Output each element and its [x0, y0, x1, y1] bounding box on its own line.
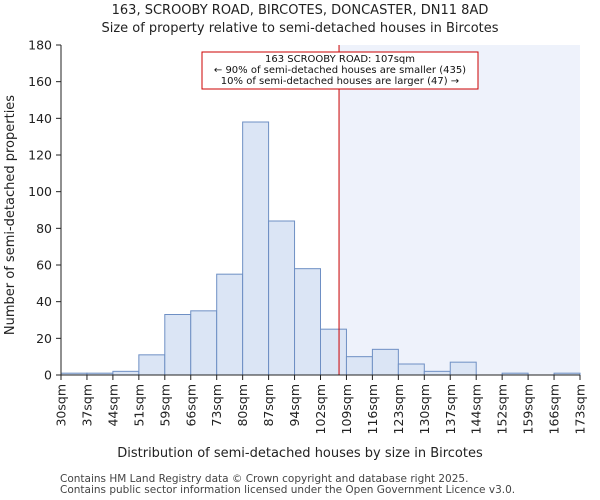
y-axis-label: Number of semi-detached properties	[3, 95, 18, 335]
y-ticks: 0 20 40 60 80 100 120 140 160 180	[28, 38, 61, 383]
x-axis-label: Distribution of semi-detached houses by …	[117, 446, 483, 461]
bar-123sqm	[397, 363, 425, 376]
x-tick-label: 66sqm	[183, 384, 198, 427]
x-tick-label: 102sqm	[313, 384, 328, 434]
bar-59sqm	[164, 314, 192, 376]
bar-109sqm	[345, 356, 373, 376]
x-tick-label: 51sqm	[131, 384, 146, 427]
larger-properties-region	[339, 45, 580, 375]
x-tick-label: 44sqm	[105, 384, 120, 427]
y-tick-label: 80	[36, 221, 52, 236]
bar-73sqm	[216, 273, 244, 376]
x-tick-label: 80sqm	[235, 384, 250, 427]
y-tick-label: 100	[28, 184, 52, 199]
footer-line-1: Contains HM Land Registry data © Crown c…	[60, 473, 469, 485]
annotation-line-1: 163 SCROOBY ROAD: 107sqm	[265, 54, 415, 65]
y-tick-label: 0	[44, 368, 52, 383]
annotation-line-3: 10% of semi-detached houses are larger (…	[221, 76, 459, 87]
bar-66sqm	[190, 310, 218, 376]
x-ticks: 30sqm 37sqm 44sqm 51sqm 59sqm 66sqm 73sqm 80sqm…	[54, 375, 588, 434]
x-tick-label: 123sqm	[391, 384, 406, 434]
x-tick-label: 137sqm	[443, 384, 458, 434]
x-tick-label: 116sqm	[365, 384, 380, 434]
annotation-line-2: ← 90% of semi-detached houses are smalle…	[214, 65, 466, 76]
bar-80sqm	[242, 121, 270, 376]
x-tick-label: 159sqm	[521, 384, 536, 434]
chart-title: 163, SCROOBY ROAD, BIRCOTES, DONCASTER, …	[112, 3, 489, 18]
x-tick-label: 130sqm	[417, 384, 432, 434]
x-tick-label: 152sqm	[495, 384, 510, 434]
bar-130sqm	[423, 370, 451, 376]
y-tick-label: 60	[36, 258, 52, 273]
y-tick-label: 20	[36, 331, 52, 346]
y-tick-label: 160	[28, 74, 52, 89]
footer-line-2: Contains public sector information licen…	[60, 484, 516, 496]
x-tick-label: 173sqm	[573, 384, 588, 434]
x-tick-label: 87sqm	[261, 384, 276, 427]
x-tick-label: 37sqm	[79, 384, 94, 427]
annotation-box: 163 SCROOBY ROAD: 107sqm ← 90% of semi-d…	[201, 51, 479, 90]
x-tick-label: 144sqm	[469, 384, 484, 434]
bar-102sqm	[320, 328, 347, 376]
x-tick-label: 59sqm	[157, 384, 172, 427]
y-tick-label: 180	[28, 38, 52, 53]
bar-51sqm	[138, 354, 166, 376]
x-tick-label: 166sqm	[547, 384, 562, 434]
bar-94sqm	[294, 268, 321, 376]
y-tick-label: 40	[36, 294, 52, 309]
bar-87sqm	[268, 220, 296, 376]
x-tick-label: 73sqm	[209, 384, 224, 427]
y-tick-label: 140	[28, 111, 52, 126]
chart-subtitle: Size of property relative to semi-detach…	[101, 21, 498, 36]
bar-137sqm	[449, 361, 477, 376]
x-tick-label: 94sqm	[287, 384, 302, 427]
bars-group	[60, 121, 581, 376]
bar-44sqm	[112, 370, 140, 376]
bar-116sqm	[371, 348, 399, 376]
y-tick-label: 120	[28, 148, 52, 163]
x-tick-label: 109sqm	[339, 384, 354, 434]
x-tick-label: 30sqm	[54, 384, 69, 427]
annotation-frame	[201, 51, 479, 90]
